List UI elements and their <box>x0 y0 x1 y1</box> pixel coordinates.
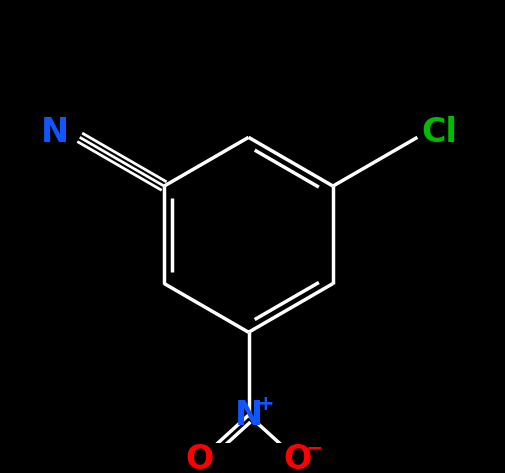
Text: +: + <box>256 394 274 414</box>
Text: N: N <box>234 399 262 432</box>
Text: N: N <box>40 116 69 149</box>
Text: O: O <box>283 443 311 473</box>
Text: Cl: Cl <box>421 116 457 149</box>
Text: O: O <box>185 443 214 473</box>
Text: −: − <box>305 438 322 458</box>
